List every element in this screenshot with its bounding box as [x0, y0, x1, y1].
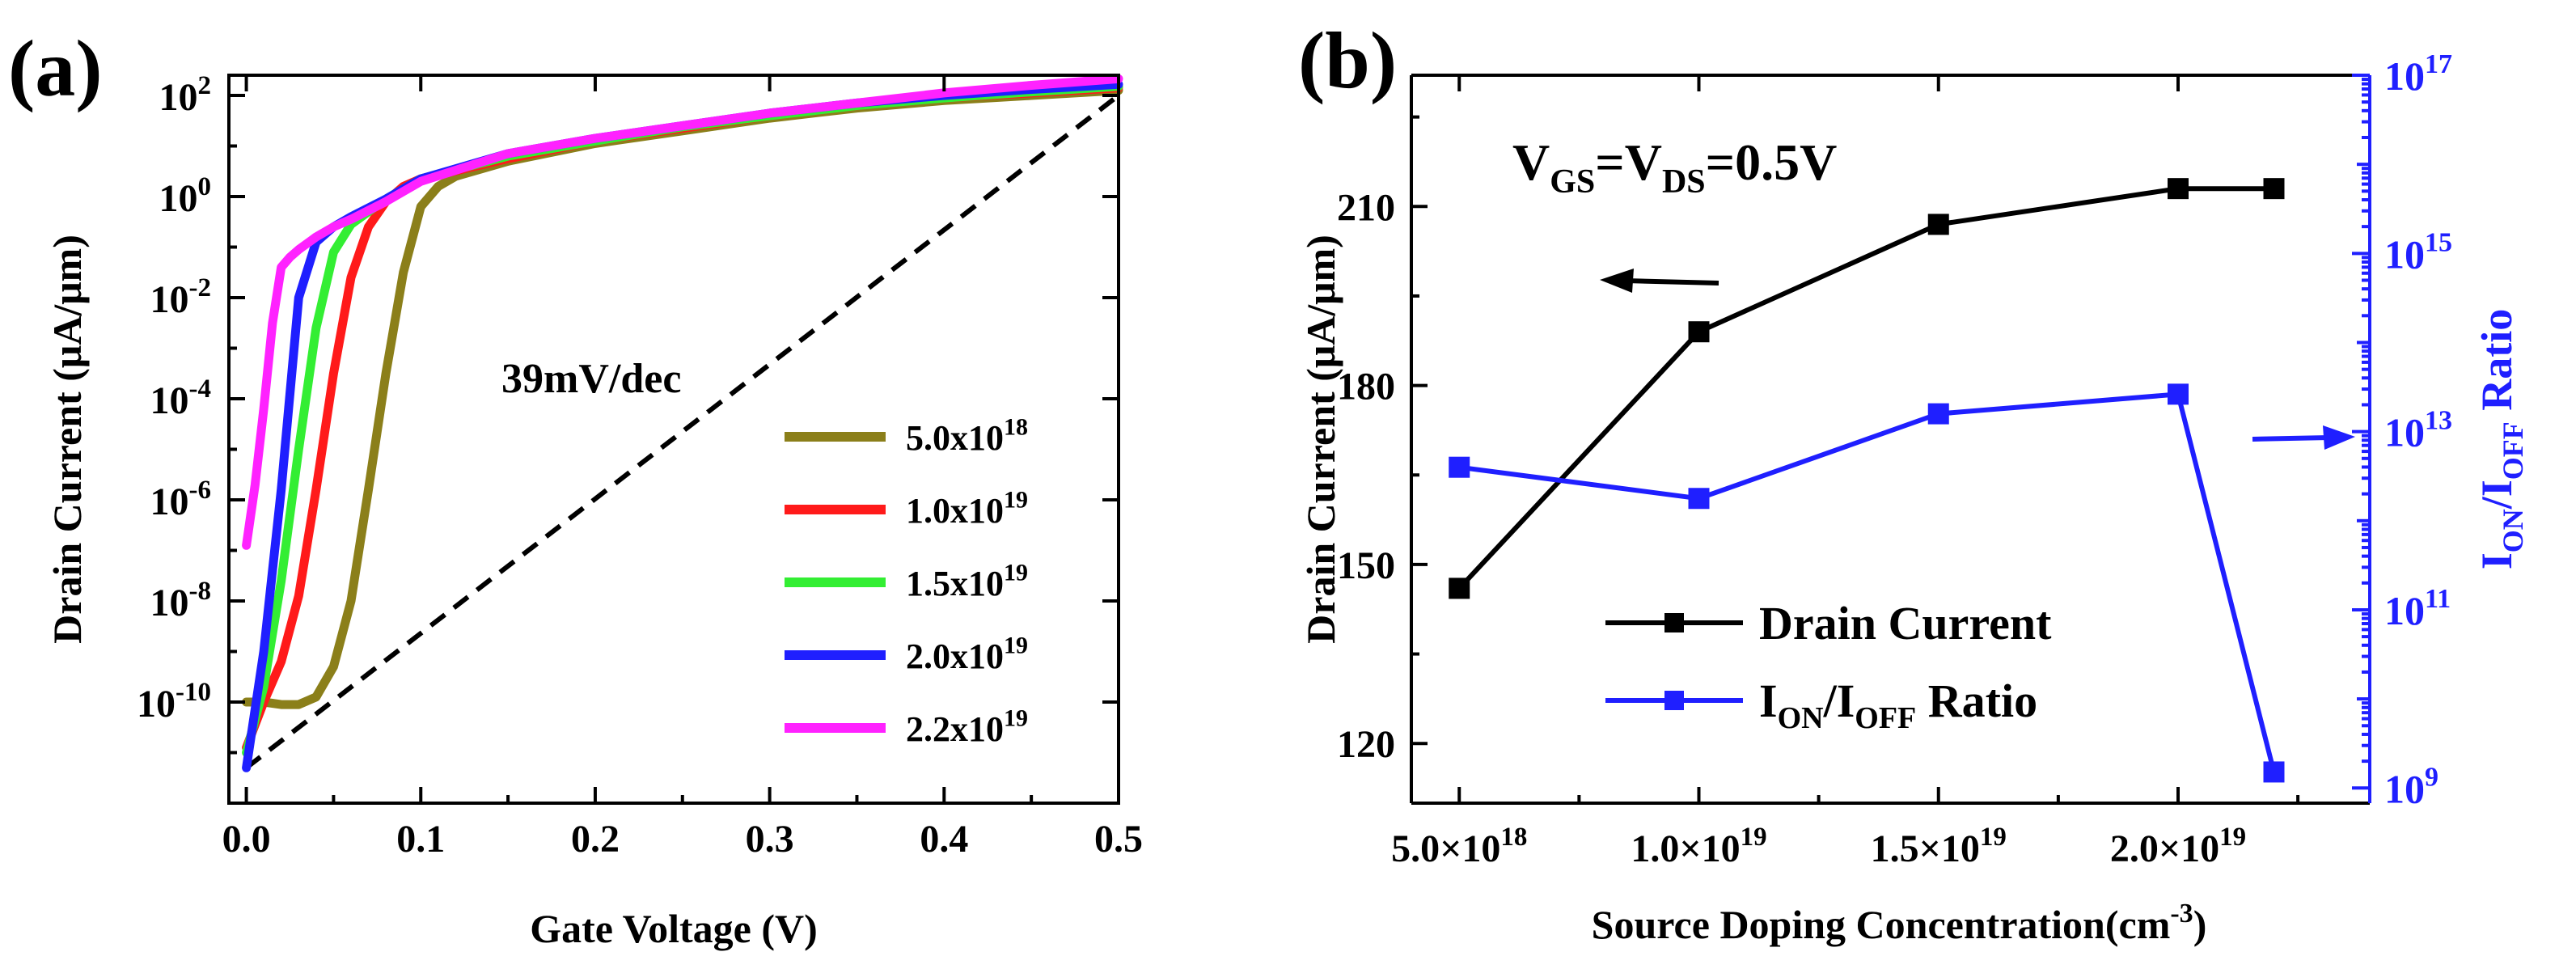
legend-drain-current-label: Drain Current	[1759, 597, 2052, 649]
panel-a-x-label: Gate Voltage (V)	[530, 906, 818, 951]
panel-b-right-y-ticks: 109 1011 1013 1015 1017	[2352, 49, 2452, 811]
legend-ratio-label: ION/IOFF Ratio	[1759, 675, 2037, 735]
series-line-5.0e18	[242, 86, 1123, 709]
y-tick-label: 102	[159, 71, 212, 119]
drain-current-marker	[2168, 178, 2189, 200]
y-tick-label: 10-10	[137, 678, 211, 726]
panel-a-y-label: Drain Current (μA/μm)	[44, 235, 90, 644]
panel-b-left-y-label: Drain Current (μA/μm)	[1298, 235, 1343, 644]
panel-a-y-ticks: 102 100 10-2 10-4 10-6 10-8 10-10	[137, 71, 1119, 755]
panel-b-left-y-ticks: 120 150 180 210	[1337, 115, 1428, 766]
drain-current-marker	[1927, 214, 1949, 235]
ratio-marker	[1927, 403, 1949, 425]
panel-b-plot-area	[1449, 178, 2285, 783]
panel-b-label: (b)	[1298, 15, 1397, 105]
right-y-tick-label: 1011	[2384, 584, 2451, 633]
x-tick-label: 0.4	[920, 818, 968, 861]
x-tick-label: 1.0×1019	[1631, 823, 1766, 870]
y-tick-label: 10-2	[150, 273, 212, 321]
series-drain-current-line	[1457, 186, 2274, 590]
x-tick-label: 0.1	[396, 818, 445, 861]
panel-b: (b) 5.0×1018 1.0×1019 1.5×1019 2.0×1019 120…	[1298, 15, 2529, 947]
x-tick-label: 0.3	[746, 818, 794, 861]
legend-ratio-marker	[1664, 691, 1684, 710]
legend-label: 1.0x1019	[906, 487, 1028, 531]
panel-a-label: (a)	[8, 23, 103, 113]
x-tick-label: 2.0×1019	[2110, 823, 2246, 870]
legend-label: 1.5x1019	[906, 560, 1028, 603]
panel-a-frame	[227, 74, 1120, 805]
panel-b-legend: Drain Current ION/IOFF Ratio	[1605, 597, 2052, 735]
ratio-marker	[1688, 488, 1710, 510]
panel-b-x-ticks: 5.0×1018 1.0×1019 1.5×1019 2.0×1019	[1391, 75, 2300, 870]
y-tick-label: 10-8	[150, 577, 212, 624]
y-tick-label: 120	[1337, 723, 1395, 766]
x-tick-label: 0.2	[571, 818, 620, 861]
reference-slope-line	[244, 93, 1120, 770]
y-tick-label: 10-6	[150, 476, 212, 523]
series-line-2.2e19	[242, 74, 1123, 550]
panel-a: (a) 0.0 0.1 0.2 0.3 0.4 0.5 102 100 10-2 10-4 10-…	[8, 23, 1143, 951]
right-y-tick-label: 1013	[2384, 406, 2452, 455]
ratio-marker	[2263, 761, 2285, 783]
x-tick-label: 5.0×1018	[1391, 823, 1527, 870]
panel-a-x-ticks: 0.0 0.1 0.2 0.3 0.4 0.5	[222, 75, 1143, 861]
y-tick-label: 180	[1337, 366, 1395, 408]
drain-current-marker	[1688, 321, 1710, 343]
legend-label: 2.2x1019	[906, 705, 1028, 749]
legend-drain-current-marker	[1664, 613, 1684, 632]
panel-a-plot-area	[242, 74, 1123, 772]
y-tick-label: 210	[1337, 186, 1395, 229]
legend-label: 5.0x1018	[906, 414, 1028, 458]
ratio-marker	[2168, 383, 2189, 405]
panel-b-annotation: VGS=VDS=0.5V	[1512, 133, 1837, 201]
right-y-tick-label: 1015	[2384, 227, 2452, 277]
y-tick-label: 150	[1337, 544, 1395, 587]
right-y-tick-label: 109	[2384, 762, 2439, 811]
panel-a-annotation: 39mV/dec	[501, 356, 681, 402]
y-tick-label: 10-4	[150, 374, 212, 422]
ratio-marker	[1449, 456, 1470, 478]
drain-current-marker	[1449, 577, 1470, 599]
legend-label: 2.0x1019	[906, 632, 1028, 676]
panel-b-right-y-label: ION/IOFF Ratio	[2472, 309, 2529, 570]
drain-current-marker	[2263, 178, 2285, 200]
panel-b-right-arrow	[2252, 425, 2355, 450]
x-tick-label: 0.5	[1094, 818, 1143, 861]
x-tick-label: 0.0	[222, 818, 271, 861]
y-tick-label: 100	[159, 172, 212, 220]
right-y-tick-label: 1017	[2384, 49, 2452, 99]
panel-b-x-label: Source Doping Concentration(cm-3)	[1592, 899, 2207, 947]
x-tick-label: 1.5×1019	[1871, 823, 2007, 870]
panel-a-legend: 5.0x1018 1.0x1019 1.5x1019 2.0x1019 2.2x1019	[785, 414, 1028, 749]
panel-b-left-arrow	[1600, 269, 1719, 293]
